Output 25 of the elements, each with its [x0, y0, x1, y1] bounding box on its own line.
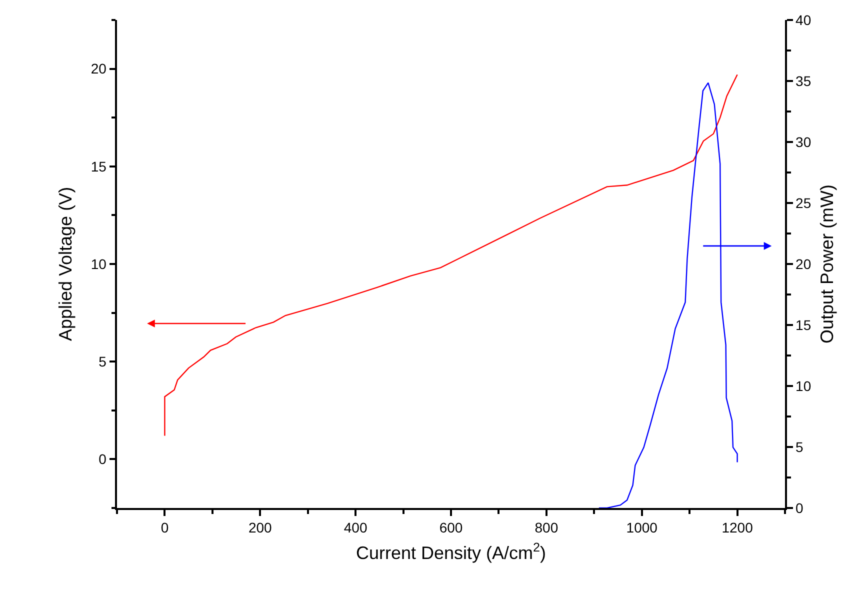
x-tick-label: 0: [160, 520, 169, 536]
y2-tick-label: 40: [796, 12, 812, 28]
x-tick-label: 600: [439, 520, 463, 536]
y-tick-label: 0: [98, 451, 107, 468]
y-tick-label: 10: [90, 256, 107, 272]
y2-axis-title: Output Power (mW): [816, 184, 837, 344]
y-axis-title: Applied Voltage (V): [56, 186, 76, 342]
y-tick-label: 20: [90, 60, 107, 77]
x-tick-label: 200: [248, 520, 272, 536]
y2-tick-label: 30: [796, 134, 812, 150]
line-series: [164, 74, 738, 436]
y-tick-label: 15: [90, 158, 107, 174]
x-axis-title: Current Density (A/cm$^{2}$): [356, 540, 546, 564]
y2-tick-label: 5: [796, 438, 804, 455]
y2-tick-label: 10: [796, 378, 812, 394]
y2-tick-label: 15: [796, 316, 812, 333]
x-tick-label: 800: [534, 520, 558, 536]
x-tick-label: 400: [344, 520, 368, 536]
y-tick-label: 5: [98, 354, 107, 370]
y2-tick-label: 0: [796, 500, 804, 516]
y2-tick-label: 35: [796, 72, 812, 89]
y2-tick-label: 25: [796, 194, 812, 211]
x-tick-label: 1000: [626, 520, 658, 536]
x-tick-label: 1200: [722, 520, 754, 536]
y2-tick-label: 20: [796, 256, 812, 272]
